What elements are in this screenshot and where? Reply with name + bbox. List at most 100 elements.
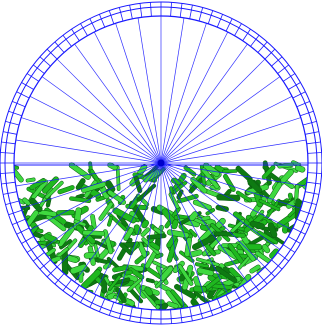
ring-segment-tick bbox=[21, 236, 34, 244]
ring-segment-tick bbox=[234, 290, 242, 303]
ring-segment-tick bbox=[288, 236, 301, 244]
particle-rod bbox=[193, 285, 207, 293]
ring-segment-tick bbox=[1, 141, 16, 145]
ring-segment-tick bbox=[16, 91, 30, 99]
particle-rod bbox=[14, 169, 24, 183]
particle-rod bbox=[136, 183, 157, 202]
ring-segment-tick bbox=[277, 252, 289, 262]
radial-spoke bbox=[160, 162, 229, 295]
radial-spoke bbox=[160, 162, 281, 250]
ring-segment-tick bbox=[296, 101, 310, 108]
ring-segment-tick bbox=[26, 244, 39, 253]
radial-spoke bbox=[74, 162, 162, 283]
ring-segment-tick bbox=[33, 252, 45, 262]
particle-rod bbox=[70, 263, 88, 275]
ring-segment-tick bbox=[250, 279, 260, 291]
ring-segment-tick bbox=[170, 2, 172, 17]
ring-segment-tick bbox=[300, 110, 314, 117]
radial-spoke bbox=[29, 162, 162, 231]
ring-segment-tick bbox=[139, 308, 143, 323]
particle-rod bbox=[168, 192, 180, 209]
particle-rod bbox=[238, 240, 256, 262]
particle-rod bbox=[144, 286, 154, 297]
ring-segment-tick bbox=[207, 302, 214, 316]
particle-rod bbox=[177, 263, 194, 286]
particle-rod bbox=[222, 169, 238, 174]
ring-segment-tick bbox=[54, 41, 65, 53]
particle-rod bbox=[201, 236, 222, 257]
particle-rod bbox=[261, 244, 271, 254]
radial-spoke bbox=[74, 43, 162, 164]
particle-rod bbox=[146, 233, 167, 240]
ring-segment-tick bbox=[302, 200, 317, 206]
particle-rod bbox=[108, 274, 122, 291]
ring-segment-tick bbox=[33, 64, 45, 74]
particle-rod bbox=[196, 267, 215, 277]
particle-rod bbox=[149, 241, 161, 251]
radial-spoke bbox=[160, 23, 207, 164]
radial-spoke bbox=[160, 139, 307, 164]
particle-rod bbox=[192, 234, 216, 251]
radial-spoke bbox=[115, 162, 162, 303]
ring-segment-tick bbox=[3, 131, 17, 135]
particle-rod bbox=[68, 162, 91, 180]
ring-segment-tick bbox=[71, 285, 80, 298]
ring-segment-tick bbox=[108, 302, 115, 316]
ring-segment-tick bbox=[277, 64, 289, 74]
radial-spoke bbox=[160, 162, 301, 209]
ring-segment-tick bbox=[292, 227, 306, 235]
ring-segment-tick bbox=[8, 110, 22, 117]
ring-segment-tick bbox=[80, 23, 88, 36]
ring-segment-tick bbox=[139, 3, 143, 18]
particle-rod bbox=[201, 167, 220, 189]
radial-spoke bbox=[160, 162, 307, 187]
ring-segment-tick bbox=[5, 200, 20, 206]
ring-segment-tick bbox=[216, 298, 223, 312]
particle-rod bbox=[213, 231, 233, 236]
particle-rod bbox=[140, 227, 151, 237]
radial-spoke bbox=[160, 162, 293, 231]
ring-segment-tick bbox=[283, 244, 296, 253]
ring-segment-tick bbox=[271, 259, 283, 270]
ring-segment-tick bbox=[288, 82, 301, 90]
particle-rod bbox=[22, 197, 31, 206]
radial-spoke bbox=[160, 58, 266, 164]
particle-rod bbox=[194, 262, 209, 268]
ring-segment-tick bbox=[264, 266, 276, 278]
particle-rod bbox=[102, 229, 114, 255]
particle-rod bbox=[44, 180, 64, 200]
particle-rod bbox=[249, 264, 261, 274]
ring-segment-tick bbox=[307, 172, 322, 174]
particle-rod bbox=[75, 178, 86, 191]
radial-spoke bbox=[160, 162, 207, 303]
particle-rod bbox=[128, 267, 145, 280]
radial-spoke bbox=[93, 162, 162, 295]
ring-segment-tick bbox=[305, 131, 319, 135]
particle-rod bbox=[107, 189, 127, 205]
ring-segment-tick bbox=[189, 307, 193, 321]
radial-spoke bbox=[160, 117, 301, 164]
ring-segment-tick bbox=[264, 48, 276, 60]
radial-spoke bbox=[29, 95, 162, 164]
particle-rod bbox=[29, 178, 46, 190]
ring-segment-tick bbox=[305, 191, 319, 195]
particle-rod bbox=[166, 229, 190, 239]
particle-rod bbox=[235, 190, 252, 203]
particle-rod bbox=[261, 165, 276, 180]
radial-spoke bbox=[56, 162, 162, 268]
ring-segment-tick bbox=[242, 28, 251, 41]
ring-segment-tick bbox=[21, 82, 34, 90]
ring-segment-tick bbox=[198, 7, 204, 22]
ring-segment-tick bbox=[99, 298, 106, 312]
particle-rod bbox=[141, 219, 149, 229]
particle-rod bbox=[257, 230, 279, 245]
particle-rod bbox=[145, 277, 155, 284]
particle-rod bbox=[107, 162, 118, 171]
radial-spoke bbox=[137, 162, 162, 309]
ring-segment-tick bbox=[16, 227, 30, 235]
particle-rod bbox=[294, 164, 306, 173]
ring-segment-tick bbox=[242, 285, 251, 298]
radial-spoke bbox=[115, 23, 162, 164]
